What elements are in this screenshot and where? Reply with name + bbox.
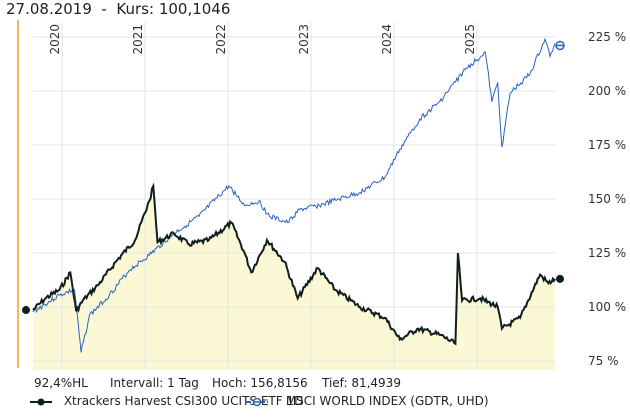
x-tick-label: 2021: [131, 24, 145, 55]
legend-line-marker-icon: [246, 397, 268, 406]
legend-item-xtrackers[interactable]: Xtrackers Harvest CSI300 UCITS ETF 1D: [30, 394, 303, 408]
y-tick-label: 175 %: [588, 138, 626, 152]
date: 27.08.2019: [6, 0, 92, 18]
x-tick-label: 2024: [380, 24, 394, 55]
legend-item-msci[interactable]: MSCI WORLD INDEX (GDTR, UHD): [246, 394, 489, 408]
x-tick-label: 2023: [297, 24, 311, 55]
chart-title: 27.08.2019 - Kurs: 100,1046: [6, 0, 231, 18]
area-fill: [33, 186, 555, 370]
legend-label: Xtrackers Harvest CSI300 UCITS ETF 1D: [63, 394, 304, 408]
y-tick-label: 100 %: [588, 300, 626, 314]
low-info: Tief: 81,4939: [322, 376, 401, 390]
high-info: Hoch: 156,8156: [212, 376, 308, 390]
x-tick-label: 2020: [48, 24, 62, 55]
y-tick-label: 200 %: [588, 84, 626, 98]
hl-info: 92,4%HL: [34, 376, 88, 390]
series-line-msci: [32, 37, 556, 353]
legend-label: MSCI WORLD INDEX (GDTR, UHD): [285, 394, 489, 408]
kurs-label: Kurs:: [116, 0, 155, 18]
interval-info: Intervall: 1 Tag: [110, 376, 199, 390]
y-tick-label: 125 %: [588, 246, 626, 260]
end-marker-xtrackers: [556, 274, 564, 283]
x-tick-label: 2025: [463, 24, 477, 55]
kurs-value: 100,1046: [158, 0, 231, 18]
x-tick-label: 2022: [214, 24, 228, 55]
y-tick-label: 150 %: [588, 192, 626, 206]
legend-line-dot-icon: [30, 398, 52, 405]
series-line-xtrackers: [32, 182, 556, 346]
y-tick-label: 225 %: [588, 30, 626, 44]
start-marker: [22, 306, 30, 315]
y-tick-label: 75 %: [588, 354, 619, 368]
